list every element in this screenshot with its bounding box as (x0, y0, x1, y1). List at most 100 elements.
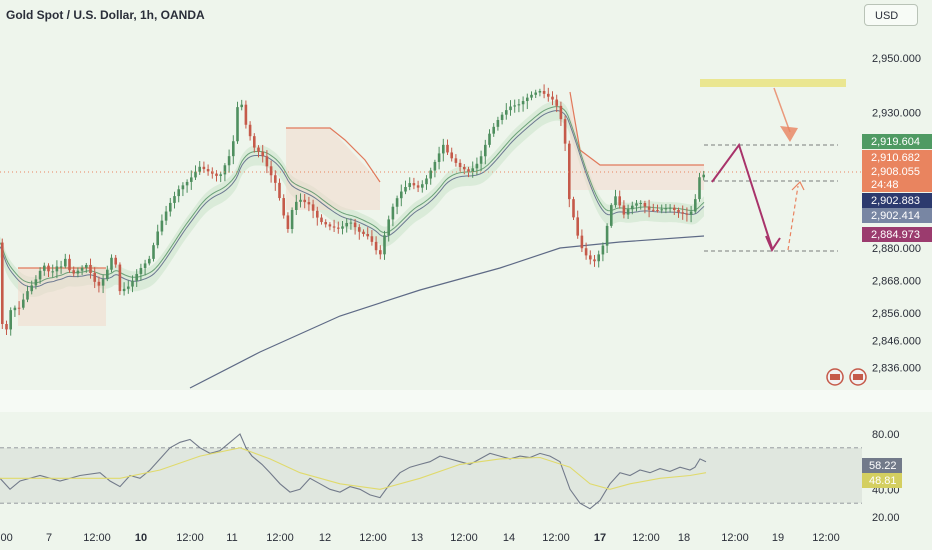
candle-body (366, 233, 369, 237)
candle-body (160, 220, 164, 232)
candle-body (580, 235, 584, 249)
candle-body (412, 183, 416, 186)
trend-zone-down (286, 128, 380, 210)
candle-body (463, 167, 466, 170)
projection-arrowhead (765, 235, 781, 253)
candle-body (269, 166, 273, 176)
candle-body (517, 104, 521, 106)
price-label-bg (862, 227, 932, 242)
trend-line-down (569, 91, 704, 166)
panel-separator (0, 390, 932, 412)
time-tick-label: 12:00 (542, 532, 570, 544)
candle-body (122, 288, 126, 292)
trend-band (0, 100, 704, 297)
candle-body (353, 222, 357, 228)
candle-body (362, 231, 365, 234)
candle-body (605, 225, 609, 246)
candle-body (643, 202, 647, 207)
candle-body (177, 189, 180, 197)
candle-body (223, 165, 227, 175)
price-label-bg (862, 208, 932, 223)
candle-body (400, 191, 403, 199)
candle-body (488, 133, 491, 145)
candle-body (584, 248, 588, 256)
candle-body (202, 166, 206, 170)
candle-body (530, 94, 533, 98)
candle-body (320, 217, 323, 223)
candle-body (442, 144, 445, 154)
candle-body (555, 99, 558, 106)
candle-body (332, 226, 336, 228)
candle-body (345, 222, 348, 227)
candle-body (169, 202, 172, 212)
price-label-bg (862, 150, 932, 165)
candle-body (89, 264, 92, 273)
rsi-tick-label: 20.00 (872, 512, 900, 524)
target-arrowhead (780, 126, 798, 142)
price-label: 2,902.414 (871, 210, 920, 222)
candle-body (610, 205, 613, 226)
candle-body (597, 254, 600, 262)
time-tick-label: 12:00 (266, 532, 294, 544)
candle-body (143, 263, 147, 268)
candle-body (219, 174, 222, 176)
candle-body (173, 196, 176, 203)
candle-body (622, 205, 626, 215)
candle-body (43, 265, 46, 271)
candle-body (190, 177, 193, 182)
price-label: 2,884.973 (871, 229, 920, 241)
candle-body (379, 250, 382, 255)
candle-body (1, 242, 4, 324)
time-tick-label: 17 (594, 532, 606, 544)
candle-body (656, 210, 659, 211)
candle-body (34, 279, 38, 286)
price-label: 2,919.604 (871, 136, 920, 148)
candle-body (131, 280, 134, 287)
candle-body (139, 267, 143, 274)
candle-body (601, 245, 605, 255)
candle-body (232, 141, 235, 157)
candle-body (664, 208, 668, 210)
candle-body (358, 227, 361, 232)
candle-body (647, 206, 651, 210)
candle-body (404, 186, 407, 192)
candle-body (475, 163, 479, 169)
candle-body (265, 156, 269, 167)
time-tick-label: 12:00 (812, 532, 840, 544)
flag-icon (830, 374, 840, 380)
candle-body (68, 258, 71, 271)
candle-body (526, 97, 529, 102)
candle-body (370, 236, 374, 242)
candle-body (425, 178, 428, 185)
candle-body (55, 266, 59, 272)
time-tick-label: 7 (46, 532, 52, 544)
candle-body (458, 162, 462, 168)
trend-zone-down (18, 268, 106, 326)
price-label: 24:48 (871, 179, 899, 191)
candle-body (118, 264, 122, 292)
candle-body (446, 144, 449, 153)
candle-body (668, 207, 672, 209)
chart-title: Gold Spot / U.S. Dollar, 1h, OANDA (6, 8, 205, 22)
candle-body (694, 199, 697, 212)
candle-body (374, 241, 378, 251)
candle-body (492, 126, 495, 134)
candle-body (17, 307, 21, 309)
candle-body (383, 235, 386, 255)
candle-body (631, 205, 634, 210)
candle-body (471, 168, 474, 172)
candle-body (206, 169, 210, 172)
candle-body (38, 270, 42, 280)
candle-body (509, 106, 512, 111)
rsi-label-bg (862, 458, 902, 473)
candle-body (282, 198, 285, 216)
candle-body (698, 177, 701, 200)
candle-body (416, 185, 420, 188)
candle-body (114, 257, 117, 265)
candle-body (26, 291, 29, 300)
candle-body (47, 265, 50, 272)
candle-body (639, 202, 642, 204)
candle-body (76, 270, 80, 274)
currency-select[interactable]: USD (864, 4, 918, 26)
